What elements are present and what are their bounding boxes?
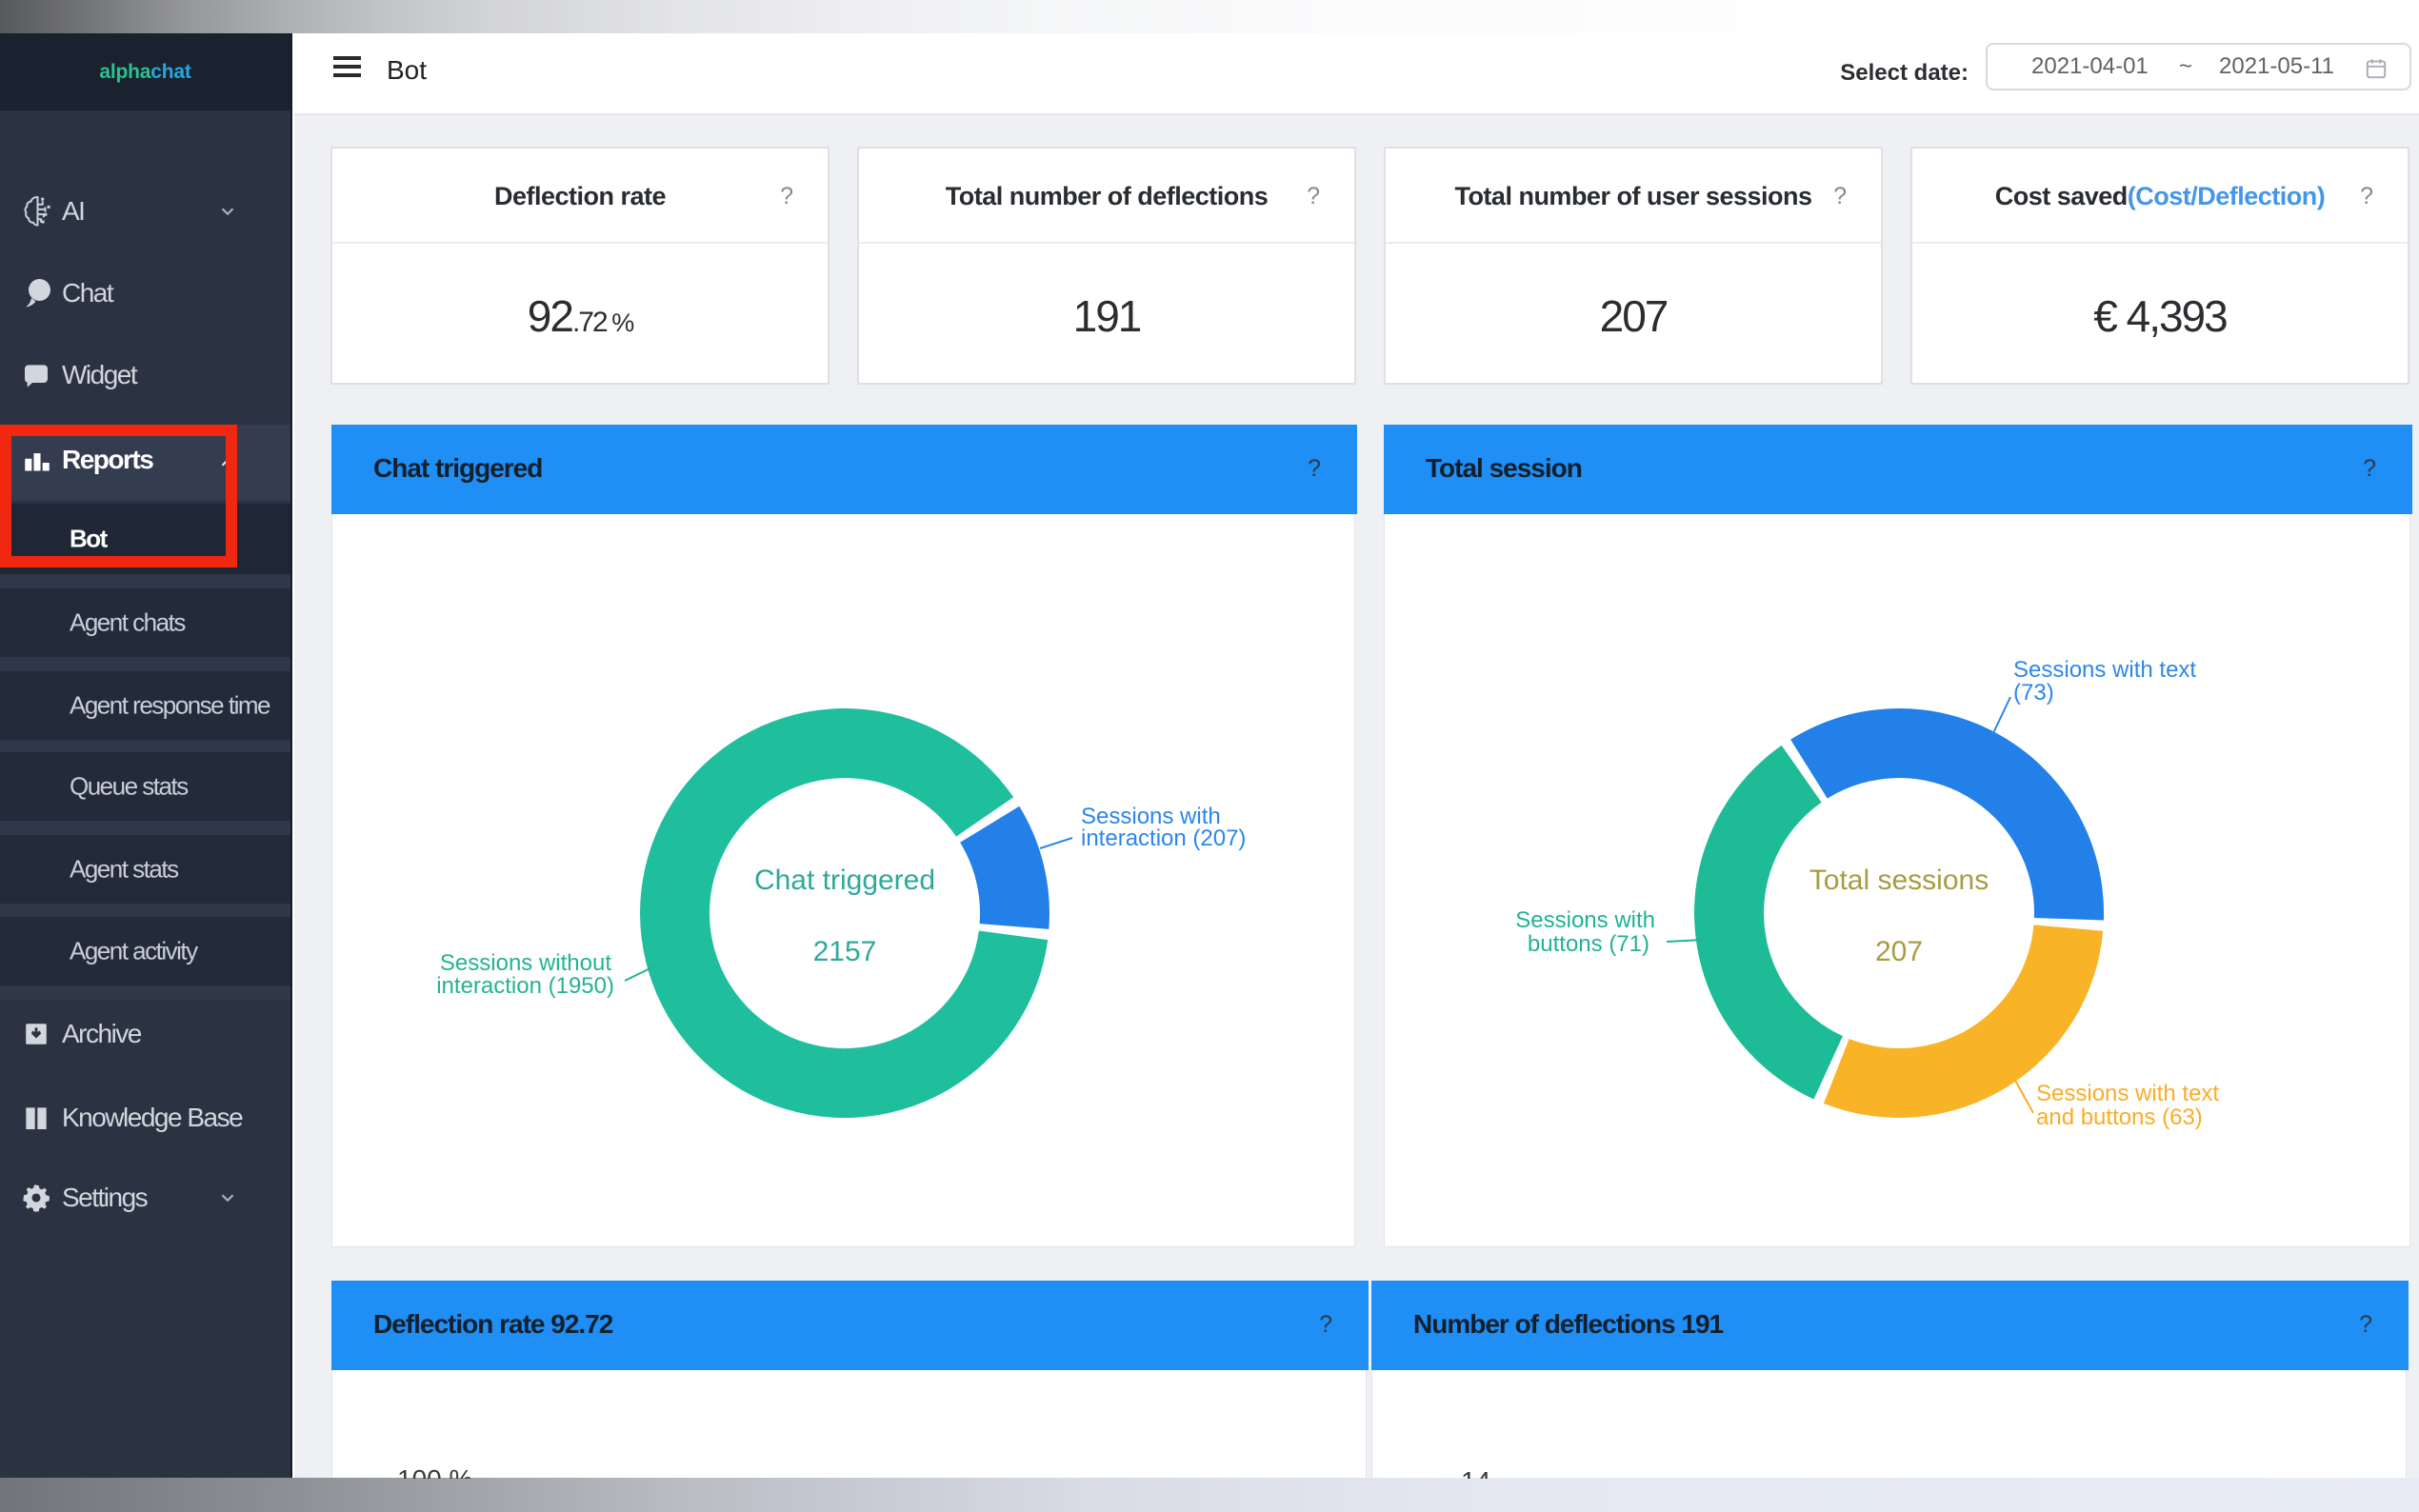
svg-text:interaction (207): interaction (207) bbox=[1081, 826, 1246, 851]
svg-text:Total sessions: Total sessions bbox=[1809, 865, 1989, 896]
svg-text:buttons (71): buttons (71) bbox=[1528, 931, 1649, 957]
svg-text:Sessions with text: Sessions with text bbox=[2013, 657, 2196, 683]
svg-text:(73): (73) bbox=[2013, 680, 2054, 706]
svg-text:207: 207 bbox=[1875, 936, 1923, 967]
svg-text:Chat triggered: Chat triggered bbox=[754, 865, 935, 896]
svg-text:Sessions with: Sessions with bbox=[1081, 804, 1221, 829]
svg-text:Sessions without: Sessions without bbox=[440, 950, 611, 976]
svg-text:2157: 2157 bbox=[813, 936, 877, 967]
svg-text:Sessions with text: Sessions with text bbox=[2036, 1081, 2219, 1106]
svg-text:interaction (1950): interaction (1950) bbox=[436, 973, 614, 999]
svg-text:and buttons (63): and buttons (63) bbox=[2036, 1104, 2203, 1130]
svg-text:Sessions with: Sessions with bbox=[1515, 907, 1655, 933]
